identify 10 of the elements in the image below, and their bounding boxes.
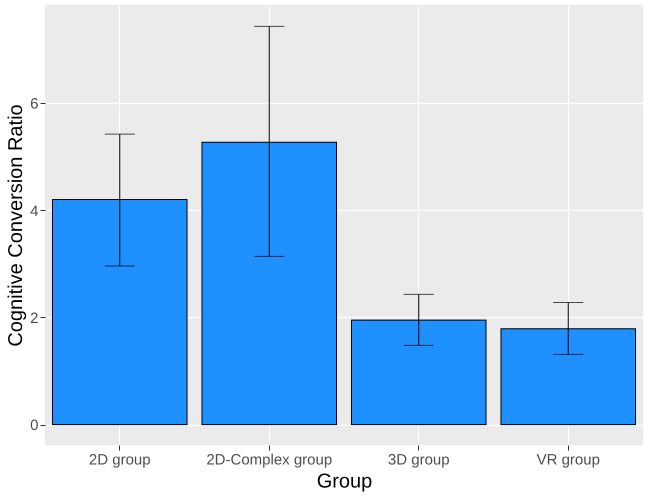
x-tick-label: 2D group <box>88 452 151 468</box>
y-tick-label: 2 <box>30 310 38 327</box>
y-tick-label: 6 <box>30 96 38 113</box>
x-tick-label: VR group <box>536 452 600 468</box>
x-axis-title: Group <box>316 470 372 492</box>
x-tick-label: 3D group <box>388 452 450 468</box>
x-tick-label: 2D-Complex group <box>206 452 332 468</box>
y-tick-label: 0 <box>30 417 38 434</box>
y-axis-title: Cognitive Conversion Ratio <box>5 104 28 347</box>
y-tick-label: 4 <box>30 202 38 220</box>
